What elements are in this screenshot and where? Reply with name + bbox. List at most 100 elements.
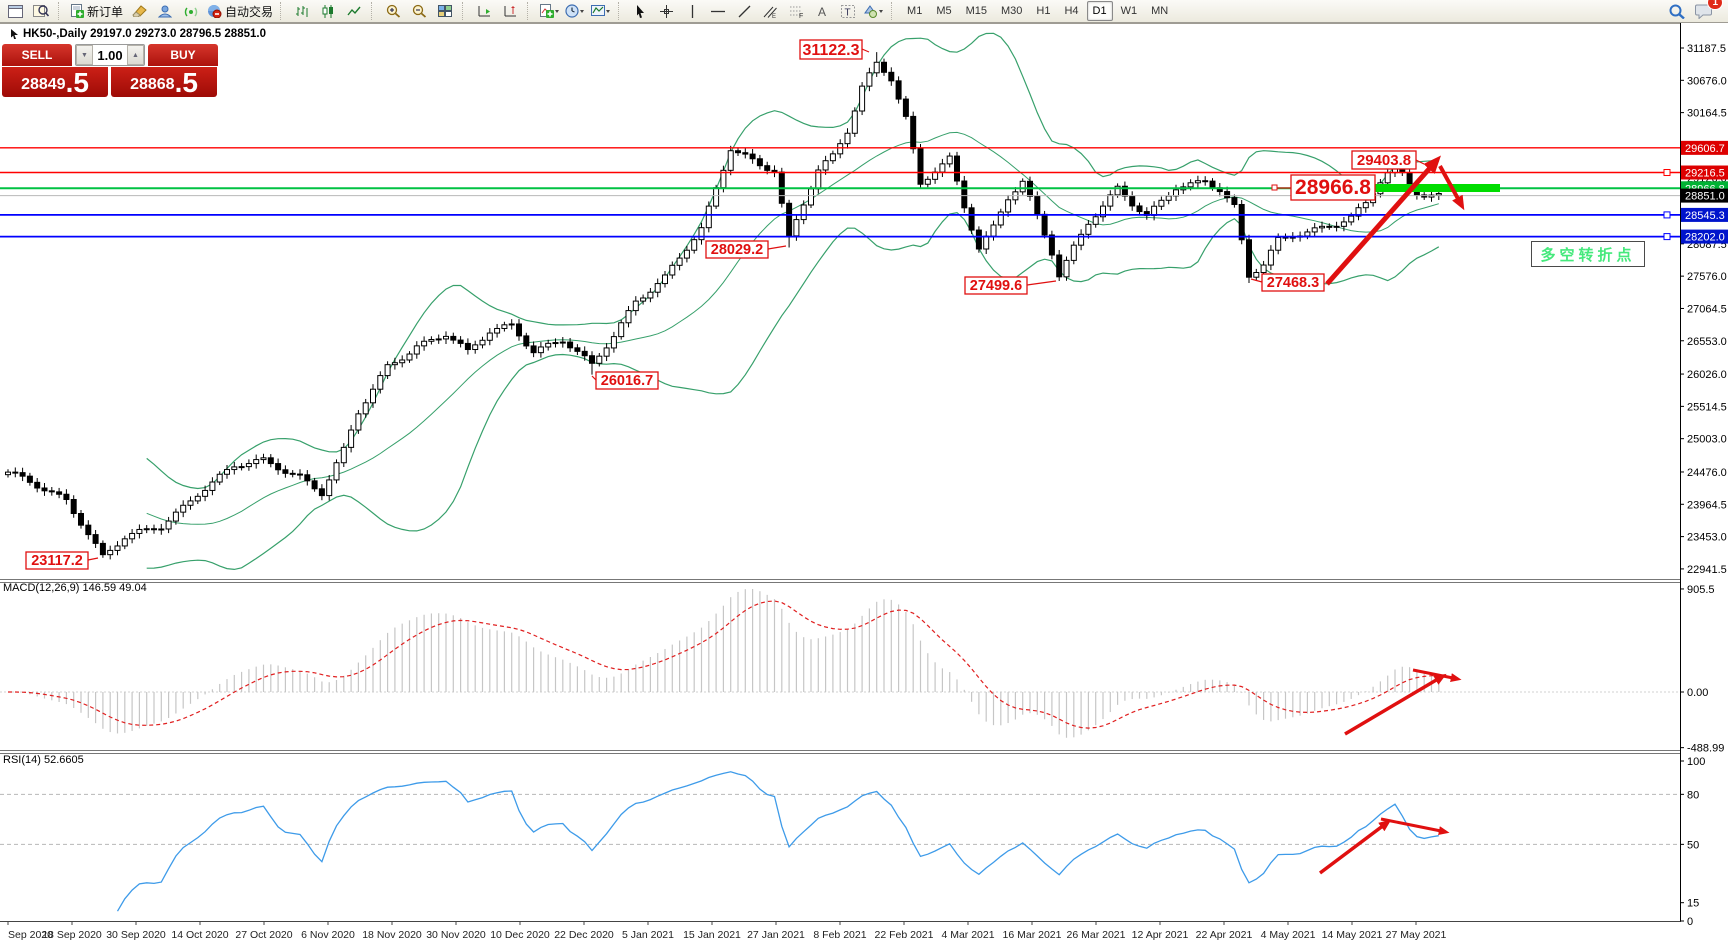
label-tool-icon[interactable]: T xyxy=(835,0,861,22)
price-callout-27468.3[interactable]: 27468.3 xyxy=(1250,273,1325,292)
svg-text:26553.0: 26553.0 xyxy=(1687,336,1727,348)
search-icon[interactable] xyxy=(1664,0,1690,22)
svg-text:T: T xyxy=(845,7,851,18)
price-callout-29403.8[interactable]: 29403.8 xyxy=(1351,150,1425,170)
timeframes-button[interactable] xyxy=(562,0,588,22)
sell-button[interactable]: SELL xyxy=(2,44,72,66)
chat-button[interactable]: 1 xyxy=(1690,0,1723,22)
cursor-tool-icon[interactable] xyxy=(627,0,653,22)
buy-price-fraction: .5 xyxy=(174,67,198,98)
timeframe-m15[interactable]: M15 xyxy=(965,5,987,17)
hline-handle[interactable] xyxy=(1663,169,1671,177)
svg-text:26016.7: 26016.7 xyxy=(601,373,653,389)
svg-text:29403.8: 29403.8 xyxy=(1357,152,1411,169)
price-badge-28202.0 xyxy=(1681,229,1728,244)
svg-text:23117.2: 23117.2 xyxy=(31,553,83,569)
macd-layer xyxy=(0,589,1680,738)
timeframe-h4[interactable]: H4 xyxy=(1064,5,1079,17)
autotrade-button[interactable]: 自动交易 xyxy=(204,0,276,22)
price-callout-28029.2[interactable]: 28029.2 xyxy=(705,240,787,259)
svg-text:22 Dec 2020: 22 Dec 2020 xyxy=(554,929,614,941)
sell-price-fraction: .5 xyxy=(65,67,89,98)
vline-tool-icon[interactable] xyxy=(679,0,705,22)
new-order-label: 新订单 xyxy=(87,4,124,19)
price-callout-31122.3[interactable]: 31122.3 xyxy=(799,39,870,60)
buy-price[interactable]: 28868.5 xyxy=(111,67,217,97)
trend-arrow-rsi-1[interactable] xyxy=(1318,819,1392,875)
info-cursor-icon xyxy=(11,29,18,39)
highlight-band[interactable] xyxy=(1374,184,1500,192)
line-chart-type-icon[interactable] xyxy=(341,0,367,22)
timeframe-group: M1 M5 M15 M30 H1 H4 D1 W1 MN xyxy=(900,1,1175,21)
templates-button[interactable] xyxy=(588,0,614,22)
shapes-tool-button[interactable] xyxy=(861,0,887,22)
zoom-out-icon[interactable] xyxy=(406,0,432,22)
auto-scroll-icon[interactable] xyxy=(471,0,497,22)
expert-advisor-icon[interactable] xyxy=(152,0,178,22)
svg-text:12 Apr 2021: 12 Apr 2021 xyxy=(1132,929,1189,941)
trend-arrow-rsi-2[interactable] xyxy=(1380,817,1450,836)
data-window-icon[interactable] xyxy=(28,0,54,22)
svg-text:0.00: 0.00 xyxy=(1687,687,1708,699)
toolbar-separator xyxy=(280,2,286,20)
bar-chart-type-icon[interactable] xyxy=(289,0,315,22)
price-callout-23117.2[interactable]: 23117.2 xyxy=(25,551,99,570)
timeframe-w1[interactable]: W1 xyxy=(1120,5,1138,17)
svg-text:905.5: 905.5 xyxy=(1687,584,1715,596)
zoom-in-icon[interactable] xyxy=(380,0,406,22)
svg-text:31122.3: 31122.3 xyxy=(803,42,860,59)
timeframe-mn[interactable]: MN xyxy=(1151,5,1169,17)
channel-tool-icon[interactable]: E xyxy=(757,0,783,22)
signal-icon[interactable] xyxy=(178,0,204,22)
volume-increment-button[interactable]: ▲ xyxy=(127,45,144,65)
toolbar-separator xyxy=(58,2,64,20)
timeframe-m1[interactable]: M1 xyxy=(907,5,923,17)
chart-shift-icon[interactable] xyxy=(497,0,523,22)
annotation-text-box[interactable]: 多空转折点 xyxy=(1531,241,1645,267)
hline-tool-icon[interactable] xyxy=(705,0,731,22)
volume-decrement-button[interactable]: ▼ xyxy=(76,45,93,65)
svg-text:23453.0: 23453.0 xyxy=(1687,532,1727,544)
ohlc-info-text: HK50-,Daily 29197.0 29273.0 28796.5 2885… xyxy=(23,28,266,40)
ohlc-info: HK50-,Daily 29197.0 29273.0 28796.5 2885… xyxy=(10,28,266,40)
trend-arrow-main-1[interactable] xyxy=(1325,155,1441,286)
eraser-icon[interactable] xyxy=(126,0,152,22)
svg-text:16 Mar 2021: 16 Mar 2021 xyxy=(1003,929,1062,941)
chart-canvas[interactable]: 31187.530676.030164.529126.028087.527576… xyxy=(0,23,1728,945)
svg-text:26 Mar 2021: 26 Mar 2021 xyxy=(1067,929,1126,941)
toolbar-separator xyxy=(462,2,468,20)
svg-text:27468.3: 27468.3 xyxy=(1267,275,1319,291)
timeframe-h1[interactable]: H1 xyxy=(1036,5,1051,17)
fibonacci-tool-icon[interactable]: F xyxy=(783,0,809,22)
volume-value[interactable]: 1.00 xyxy=(97,47,123,63)
new-order-button[interactable]: 新订单 xyxy=(67,0,126,22)
svg-text:18 Nov 2020: 18 Nov 2020 xyxy=(362,929,422,941)
price-callout-26016.7[interactable]: 26016.7 xyxy=(591,371,659,390)
trend-arrow-macd-2[interactable] xyxy=(1412,668,1462,683)
macd-signal-line xyxy=(8,600,1439,729)
indicators-button[interactable] xyxy=(536,0,562,22)
hline-handle[interactable] xyxy=(1663,211,1671,219)
sell-price[interactable]: 28849.5 xyxy=(2,67,108,97)
candlestick-type-icon[interactable] xyxy=(315,0,341,22)
toolbar-separator xyxy=(527,2,533,20)
timeframe-m5[interactable]: M5 xyxy=(936,5,952,17)
trendline-tool-icon[interactable] xyxy=(731,0,757,22)
trend-arrow-main-2[interactable] xyxy=(1438,165,1465,211)
text-tool-icon[interactable]: A xyxy=(809,0,835,22)
hline-handle[interactable] xyxy=(1663,233,1671,241)
candles-layer xyxy=(5,52,1442,560)
trend-arrow-macd-1[interactable] xyxy=(1344,673,1447,736)
price-callout-27499.6[interactable]: 27499.6 xyxy=(964,276,1057,295)
price-callout-28966.8[interactable]: 28966.8 xyxy=(1271,174,1376,201)
crosshair-tool-icon[interactable] xyxy=(653,0,679,22)
svg-text:25003.0: 25003.0 xyxy=(1687,434,1727,446)
timeframe-d1[interactable]: D1 xyxy=(1086,1,1113,21)
svg-text:30 Sep 2020: 30 Sep 2020 xyxy=(106,929,166,941)
timeframe-m30[interactable]: M30 xyxy=(1001,5,1023,17)
tile-windows-icon[interactable] xyxy=(432,0,458,22)
chat-badge: 1 xyxy=(1707,0,1723,10)
chart-window-icon[interactable] xyxy=(2,0,28,22)
price-badge-29216.5 xyxy=(1681,165,1728,180)
buy-button[interactable]: BUY xyxy=(148,44,218,66)
